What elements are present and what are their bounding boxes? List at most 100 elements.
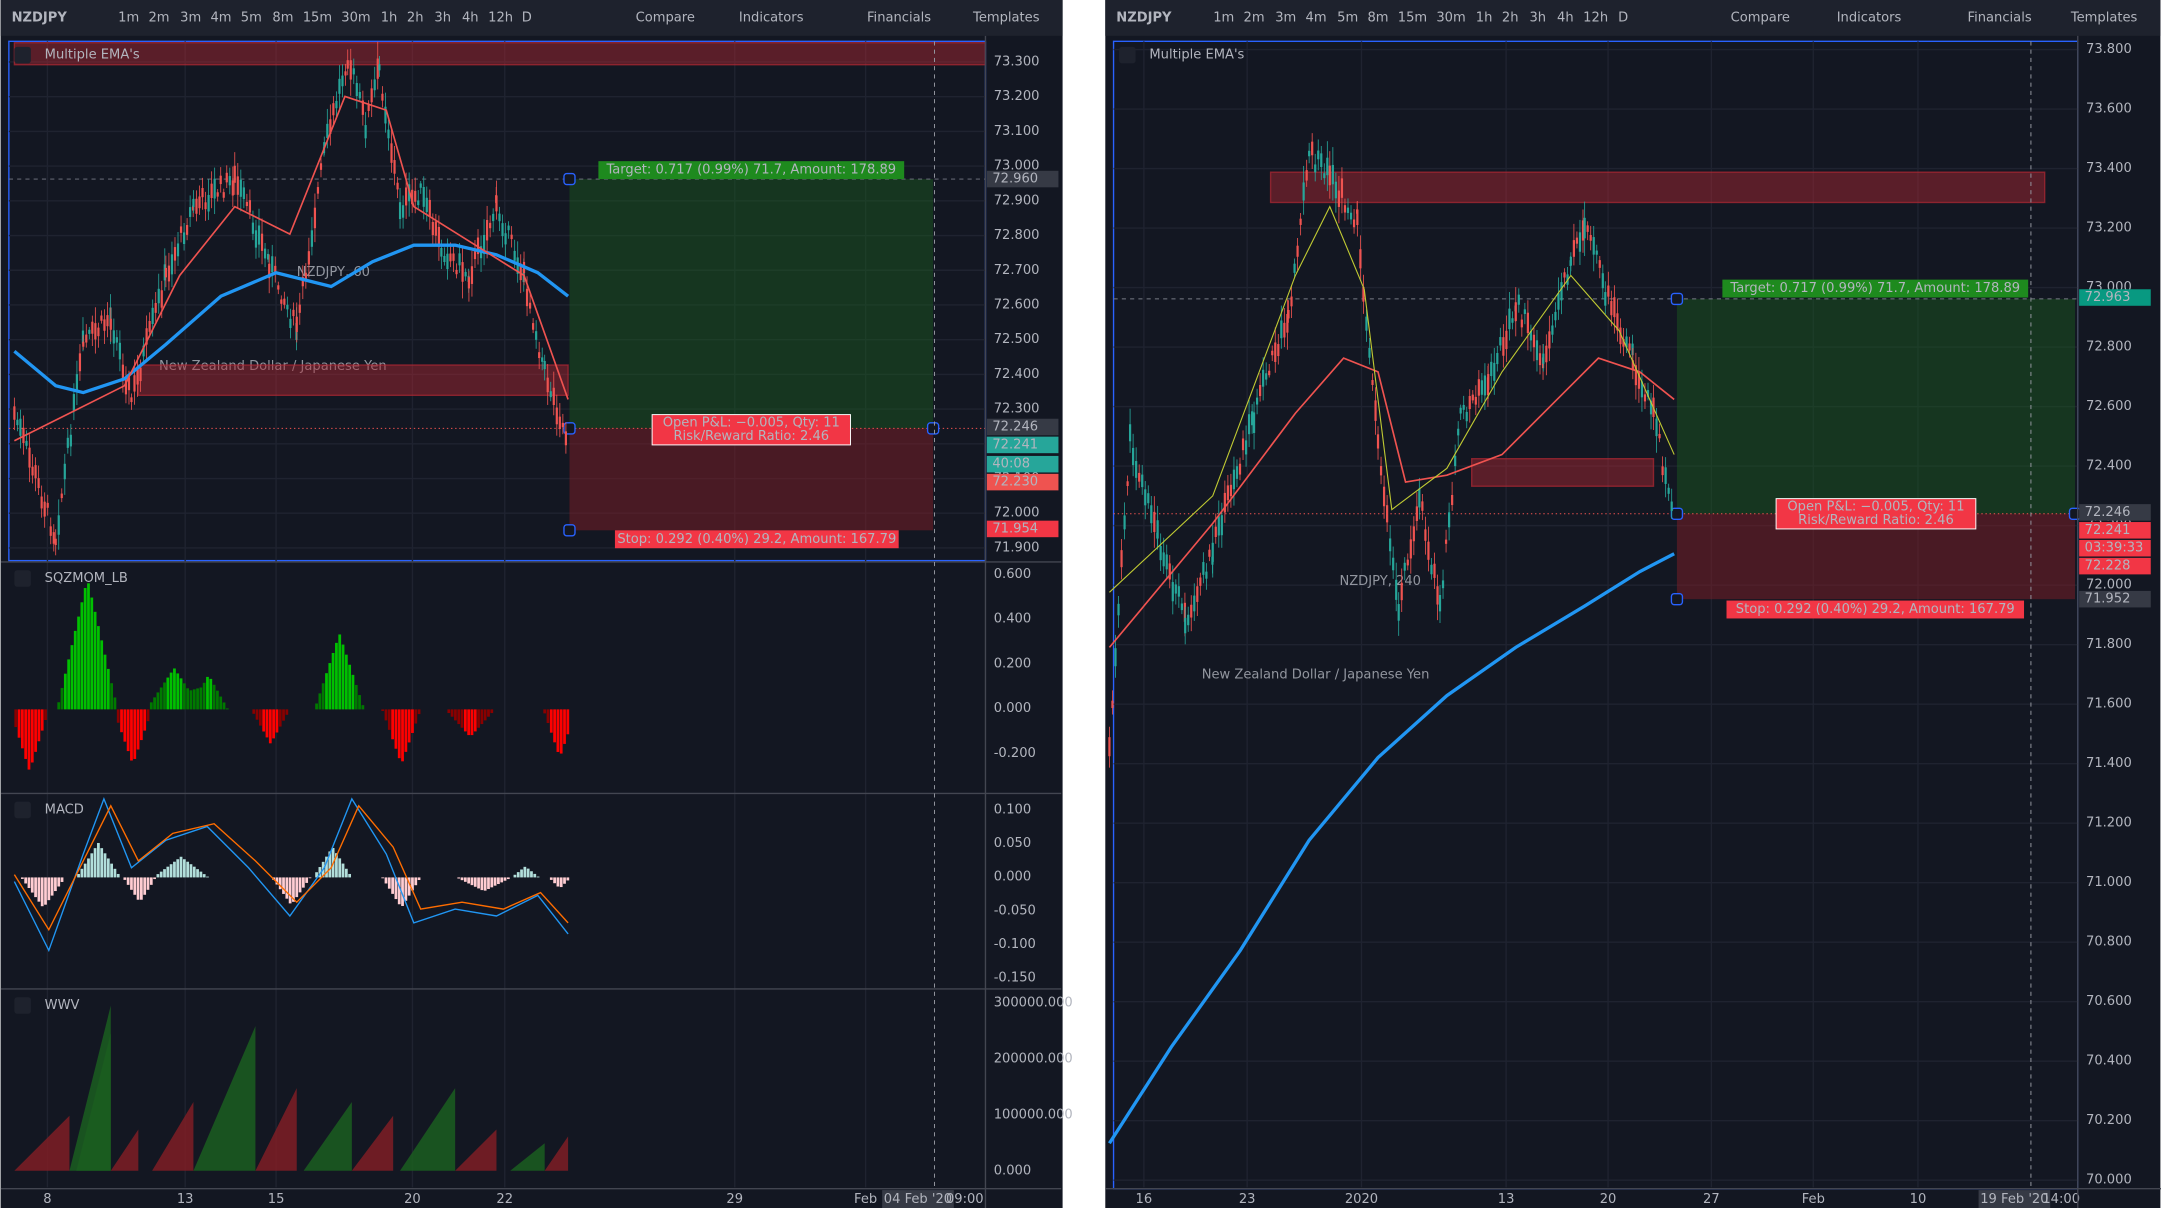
momentum-bar — [17, 709, 21, 738]
macd-bar — [123, 877, 127, 880]
position-handle[interactable] — [1670, 592, 1684, 606]
position-handle[interactable] — [1670, 507, 1684, 520]
interval-button[interactable]: 2h — [407, 10, 424, 25]
price-tick: 72.400 — [2086, 459, 2132, 474]
candle — [361, 100, 364, 115]
interval-button[interactable]: 4h — [462, 10, 479, 25]
position-handle[interactable] — [2068, 507, 2082, 520]
interval-button[interactable]: 4m — [1306, 10, 1327, 25]
momentum-bar — [202, 682, 206, 710]
interval-button[interactable]: 2m — [148, 10, 169, 25]
candle — [1314, 164, 1317, 173]
interval-button[interactable]: 30m — [1436, 10, 1465, 25]
candle — [1480, 380, 1483, 395]
candle — [1190, 604, 1193, 618]
toolbar-button[interactable]: Indicators — [1837, 10, 1902, 25]
position-handle[interactable] — [563, 422, 576, 435]
momentum-bar — [206, 676, 209, 710]
symbol[interactable]: NZDJPY — [12, 10, 68, 25]
indicator-label[interactable]: Multiple EMA's — [45, 48, 140, 63]
interval-button[interactable]: 4m — [210, 10, 231, 25]
ema-line — [14, 95, 569, 442]
interval-button[interactable]: 15m — [1398, 10, 1427, 25]
toolbar-button[interactable]: Templates — [972, 10, 1040, 25]
candle — [1359, 249, 1362, 269]
momentum-bar — [559, 709, 563, 754]
interval-button[interactable]: 5m — [1337, 10, 1358, 25]
interval-button[interactable]: 12h — [1583, 10, 1608, 25]
candle — [151, 307, 154, 324]
candle — [233, 165, 236, 183]
macd-bar — [146, 877, 150, 890]
interval-button[interactable]: 1m — [1213, 10, 1234, 25]
indicator-label[interactable]: SQZMOM_LB — [45, 571, 128, 586]
interval-button[interactable]: 4h — [1557, 10, 1574, 25]
position-handle[interactable] — [563, 524, 576, 537]
interval-button[interactable]: 5m — [241, 10, 262, 25]
indicator-label[interactable]: Multiple EMA's — [1149, 48, 1244, 63]
collapse-button[interactable] — [14, 801, 31, 819]
candle — [1667, 487, 1670, 494]
price-tick: 0.100 — [994, 802, 1031, 817]
stop-label: Stop: 0.292 (0.40%) 29.2, Amount: 167.79 — [1736, 602, 2015, 617]
interval-button[interactable]: 8m — [272, 10, 293, 25]
interval-button[interactable]: 2h — [1502, 10, 1519, 25]
toolbar-button[interactable]: Compare — [1731, 10, 1790, 25]
indicator-label[interactable]: WWV — [45, 998, 80, 1013]
price-tag — [2079, 504, 2151, 521]
candle — [414, 190, 417, 202]
toolbar-button[interactable]: Financials — [1968, 10, 2032, 25]
macd-bar — [34, 877, 37, 898]
price-tick: 0.400 — [994, 612, 1031, 627]
interval-button[interactable]: D — [522, 10, 532, 25]
toolbar-button[interactable]: Financials — [867, 10, 931, 25]
toolbar-button[interactable]: Compare — [636, 10, 695, 25]
interval-button[interactable]: 3h — [434, 10, 451, 25]
candle — [1214, 526, 1217, 538]
position-handle[interactable] — [563, 172, 576, 186]
candle — [1595, 250, 1598, 255]
interval-button[interactable]: 3m — [1275, 10, 1296, 25]
macd-bar — [275, 877, 279, 885]
collapse-button[interactable] — [14, 997, 31, 1014]
indicator-label[interactable]: MACD — [45, 802, 84, 817]
price-tag — [986, 170, 1059, 188]
interval-button[interactable]: 3m — [180, 10, 201, 25]
position-handle[interactable] — [1670, 292, 1684, 306]
position-handle[interactable] — [926, 422, 940, 435]
price-tick: 72.400 — [994, 367, 1040, 382]
interval-button[interactable]: 2m — [1244, 10, 1265, 25]
interval-button[interactable]: 12h — [488, 10, 513, 25]
macd-bar — [186, 861, 190, 878]
candle — [195, 198, 198, 214]
symbol[interactable]: NZDJPY — [1116, 10, 1172, 25]
macd-bar — [97, 842, 100, 878]
candle — [425, 197, 428, 213]
interval-button[interactable]: 15m — [303, 10, 332, 25]
interval-button[interactable]: 30m — [341, 10, 370, 25]
collapse-button[interactable] — [14, 46, 31, 64]
collapse-button[interactable] — [14, 570, 31, 587]
candle — [455, 269, 458, 275]
candle — [1132, 447, 1135, 466]
momentum-bar — [113, 697, 117, 710]
collapse-button[interactable] — [1119, 46, 1136, 64]
interval-button[interactable]: 8m — [1367, 10, 1388, 25]
interval-button[interactable]: 1m — [118, 10, 139, 25]
candle — [127, 377, 131, 391]
candle — [216, 192, 219, 197]
candle — [304, 272, 307, 281]
candle — [473, 251, 477, 260]
toolbar-button[interactable]: Templates — [2070, 10, 2138, 25]
momentum-bar — [401, 709, 404, 762]
interval-button[interactable]: 3h — [1529, 10, 1546, 25]
candle — [46, 502, 49, 508]
interval-button[interactable]: 1h — [1476, 10, 1493, 25]
toolbar-button[interactable]: Indicators — [739, 10, 804, 25]
candle — [504, 233, 507, 245]
interval-button[interactable]: 1h — [381, 10, 398, 25]
date-tick: 27 — [1703, 1192, 1720, 1207]
interval-button[interactable]: D — [1618, 10, 1628, 25]
momentum-bar — [351, 674, 355, 710]
macd-bar — [497, 877, 500, 885]
